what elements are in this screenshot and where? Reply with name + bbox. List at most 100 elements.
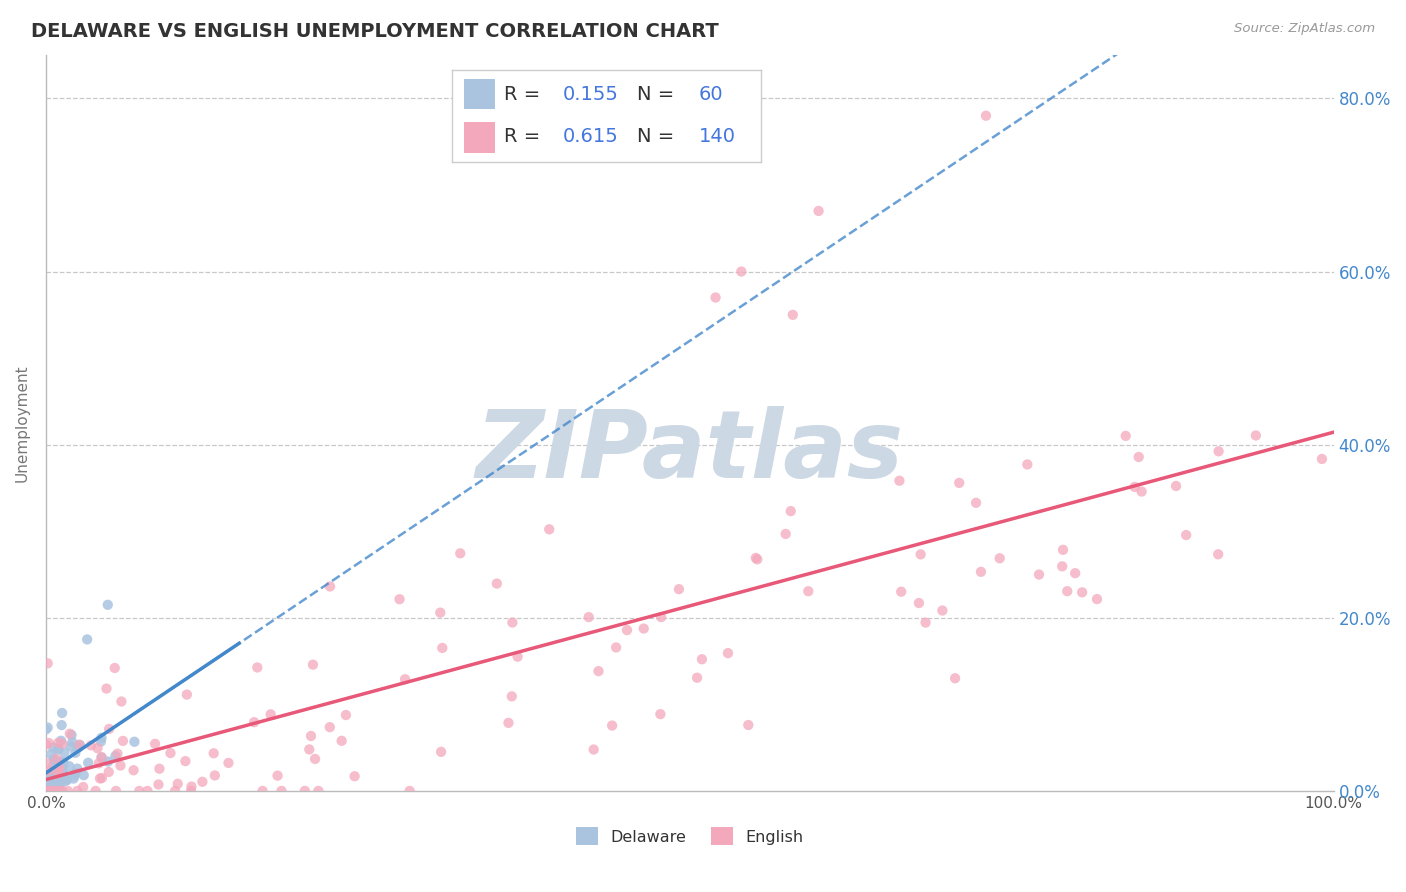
Point (56, 772, 79, 787)
Legend: Delaware, English: Delaware, English (575, 827, 804, 846)
Point (745, 551, 768, 566)
Point (48, 741, 70, 756)
Point (56, 784, 79, 798)
Point (122, 763, 145, 777)
Point (49, 778, 72, 792)
Point (90, 731, 112, 745)
Point (319, 579, 342, 593)
Point (48, 784, 70, 798)
Point (96, 681, 118, 696)
Point (62, 772, 84, 786)
Point (104, 661, 127, 675)
Point (1123, 480, 1146, 494)
Point (797, 584, 820, 599)
Point (49, 755, 72, 769)
Point (1310, 452, 1333, 467)
Point (59, 727, 82, 741)
Point (1244, 428, 1267, 442)
Point (51, 784, 73, 798)
Point (44, 754, 66, 768)
Point (1071, 585, 1094, 599)
Point (45, 768, 67, 782)
Point (80, 739, 103, 753)
Point (775, 527, 797, 541)
Point (159, 746, 181, 760)
Point (319, 720, 342, 734)
Point (49, 770, 72, 784)
Point (204, 768, 226, 782)
Point (1050, 559, 1073, 574)
Point (1064, 566, 1087, 581)
Point (650, 610, 672, 624)
Point (747, 552, 769, 566)
Point (86, 741, 108, 756)
Point (294, 784, 316, 798)
Point (107, 747, 129, 761)
Point (46, 766, 69, 780)
Point (76, 632, 98, 647)
Point (1017, 458, 1039, 472)
Point (48, 778, 70, 792)
Point (717, 646, 740, 660)
Point (45, 773, 67, 788)
Point (84, 784, 107, 798)
Point (506, 649, 529, 664)
Point (498, 715, 520, 730)
Point (66, 784, 89, 798)
Point (124, 735, 146, 749)
Point (704, 291, 727, 305)
Point (1085, 592, 1108, 607)
Point (889, 474, 911, 488)
Point (202, 746, 225, 760)
Point (73, 768, 96, 782)
Point (37, 784, 59, 798)
Point (51, 718, 73, 732)
Point (51, 706, 73, 720)
Point (1028, 567, 1050, 582)
Point (633, 622, 655, 636)
Point (69, 738, 91, 752)
Point (65, 746, 87, 760)
Point (67, 738, 90, 752)
Point (501, 615, 523, 630)
Point (266, 769, 288, 783)
Point (432, 640, 454, 655)
Point (430, 745, 453, 759)
Point (45, 784, 67, 798)
Point (52, 764, 75, 779)
Point (65, 765, 87, 780)
Point (588, 664, 610, 678)
Point (104, 784, 127, 798)
Point (111, 734, 134, 748)
Point (49, 733, 72, 747)
Point (38, 767, 60, 781)
Point (737, 718, 759, 732)
Point (60, 735, 83, 749)
Point (77, 756, 100, 770)
Point (148, 777, 170, 791)
Point (51, 737, 73, 751)
Point (59, 739, 82, 754)
Point (180, 784, 202, 798)
Point (910, 547, 932, 561)
Text: DELAWARE VS ENGLISH UNEMPLOYMENT CORRELATION CHART: DELAWARE VS ENGLISH UNEMPLOYMENT CORRELA… (31, 22, 718, 41)
Point (66, 762, 89, 776)
Point (970, 565, 993, 579)
Point (98, 722, 121, 736)
Point (42, 752, 65, 766)
Point (37, 780, 59, 795)
Point (686, 671, 709, 685)
Point (1052, 542, 1074, 557)
Point (1130, 484, 1153, 499)
Point (335, 708, 357, 723)
Point (48, 778, 70, 792)
Point (87, 756, 110, 771)
Point (166, 777, 188, 791)
Point (48, 761, 70, 775)
Point (63, 769, 86, 783)
Point (176, 688, 198, 702)
Point (914, 615, 936, 630)
Point (298, 742, 321, 756)
Point (45, 784, 67, 798)
Point (41, 769, 63, 783)
